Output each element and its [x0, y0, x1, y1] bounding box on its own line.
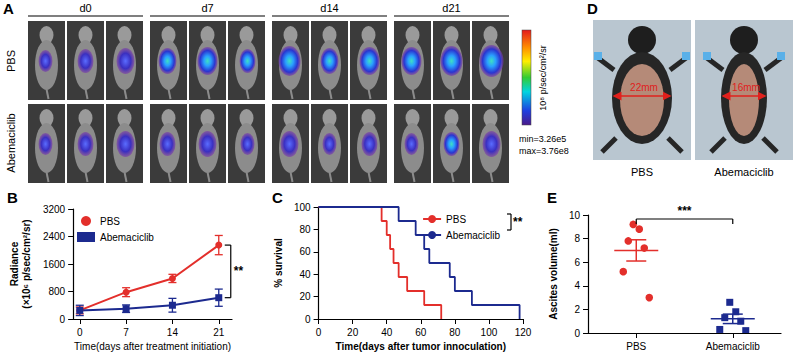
- svg-text:PBS: PBS: [100, 216, 120, 227]
- svg-text:max=3.76e8: max=3.76e8: [519, 146, 569, 156]
- svg-text:21: 21: [213, 327, 225, 338]
- svg-text:20: 20: [347, 327, 359, 338]
- svg-text:Abemaciclib: Abemaciclib: [714, 166, 773, 178]
- svg-text:100: 100: [481, 327, 498, 338]
- svg-text:C: C: [272, 189, 283, 206]
- svg-text:B: B: [7, 189, 18, 206]
- svg-text:10: 10: [569, 210, 581, 221]
- svg-text:120: 120: [515, 327, 532, 338]
- svg-text:(×10⁶ p/sec/cm²/sr): (×10⁶ p/sec/cm²/sr): [21, 219, 32, 308]
- svg-text:Abemaciclib: Abemaciclib: [446, 230, 500, 241]
- svg-text:Abemaciclib: Abemaciclib: [5, 113, 17, 172]
- svg-text:60: 60: [415, 327, 427, 338]
- svg-text:Time(days after tumor innocula: Time(days after tumor innoculation): [336, 341, 506, 352]
- svg-text:PBS: PBS: [5, 50, 17, 72]
- svg-text:min=3.26e5: min=3.26e5: [519, 134, 566, 144]
- svg-text:Radiance: Radiance: [9, 241, 20, 286]
- svg-text:PBS: PBS: [631, 166, 653, 178]
- svg-text:***: ***: [678, 204, 692, 218]
- svg-text:20: 20: [299, 291, 311, 302]
- svg-text:Abemaciclib: Abemaciclib: [100, 232, 154, 243]
- svg-text:0: 0: [316, 327, 322, 338]
- svg-text:2: 2: [574, 304, 580, 315]
- svg-text:A: A: [3, 0, 14, 17]
- svg-text:**: **: [513, 215, 523, 229]
- svg-text:d14: d14: [320, 2, 338, 14]
- svg-text:D: D: [587, 0, 598, 17]
- svg-text:100: 100: [294, 202, 311, 213]
- svg-text:60: 60: [299, 246, 311, 257]
- svg-text:16mm: 16mm: [732, 82, 760, 93]
- svg-text:3200: 3200: [43, 204, 66, 215]
- svg-text:0: 0: [305, 314, 311, 325]
- svg-text:1600: 1600: [43, 259, 66, 270]
- svg-text:10⁸ p/sec/cm²/sr: 10⁸ p/sec/cm²/sr: [538, 45, 548, 110]
- svg-text:E: E: [547, 189, 557, 206]
- svg-text:800: 800: [48, 286, 65, 297]
- svg-text:8: 8: [574, 233, 580, 244]
- svg-text:**: **: [234, 264, 244, 278]
- svg-text:Ascites volume(ml): Ascites volume(ml): [548, 228, 559, 320]
- svg-text:80: 80: [299, 224, 311, 235]
- svg-text:PBS: PBS: [446, 214, 466, 225]
- svg-text:4: 4: [574, 280, 580, 291]
- svg-text:7: 7: [123, 327, 129, 338]
- svg-text:Time(days after treatment init: Time(days after treatment initiation): [74, 341, 231, 352]
- svg-text:80: 80: [449, 327, 461, 338]
- svg-text:PBS: PBS: [626, 341, 646, 352]
- svg-text:40: 40: [299, 269, 311, 280]
- svg-text:22mm: 22mm: [630, 82, 658, 93]
- svg-text:6: 6: [574, 257, 580, 268]
- svg-text:d7: d7: [201, 2, 213, 14]
- svg-text:0: 0: [77, 327, 83, 338]
- svg-text:% survival: % survival: [273, 238, 284, 288]
- svg-text:40: 40: [381, 327, 393, 338]
- svg-text:0: 0: [60, 314, 66, 325]
- svg-text:Abemaciclib: Abemaciclib: [706, 341, 760, 352]
- svg-text:2400: 2400: [43, 231, 66, 242]
- svg-text:d21: d21: [442, 2, 460, 14]
- svg-text:14: 14: [167, 327, 179, 338]
- svg-text:d0: d0: [79, 2, 91, 14]
- svg-text:0: 0: [574, 328, 580, 339]
